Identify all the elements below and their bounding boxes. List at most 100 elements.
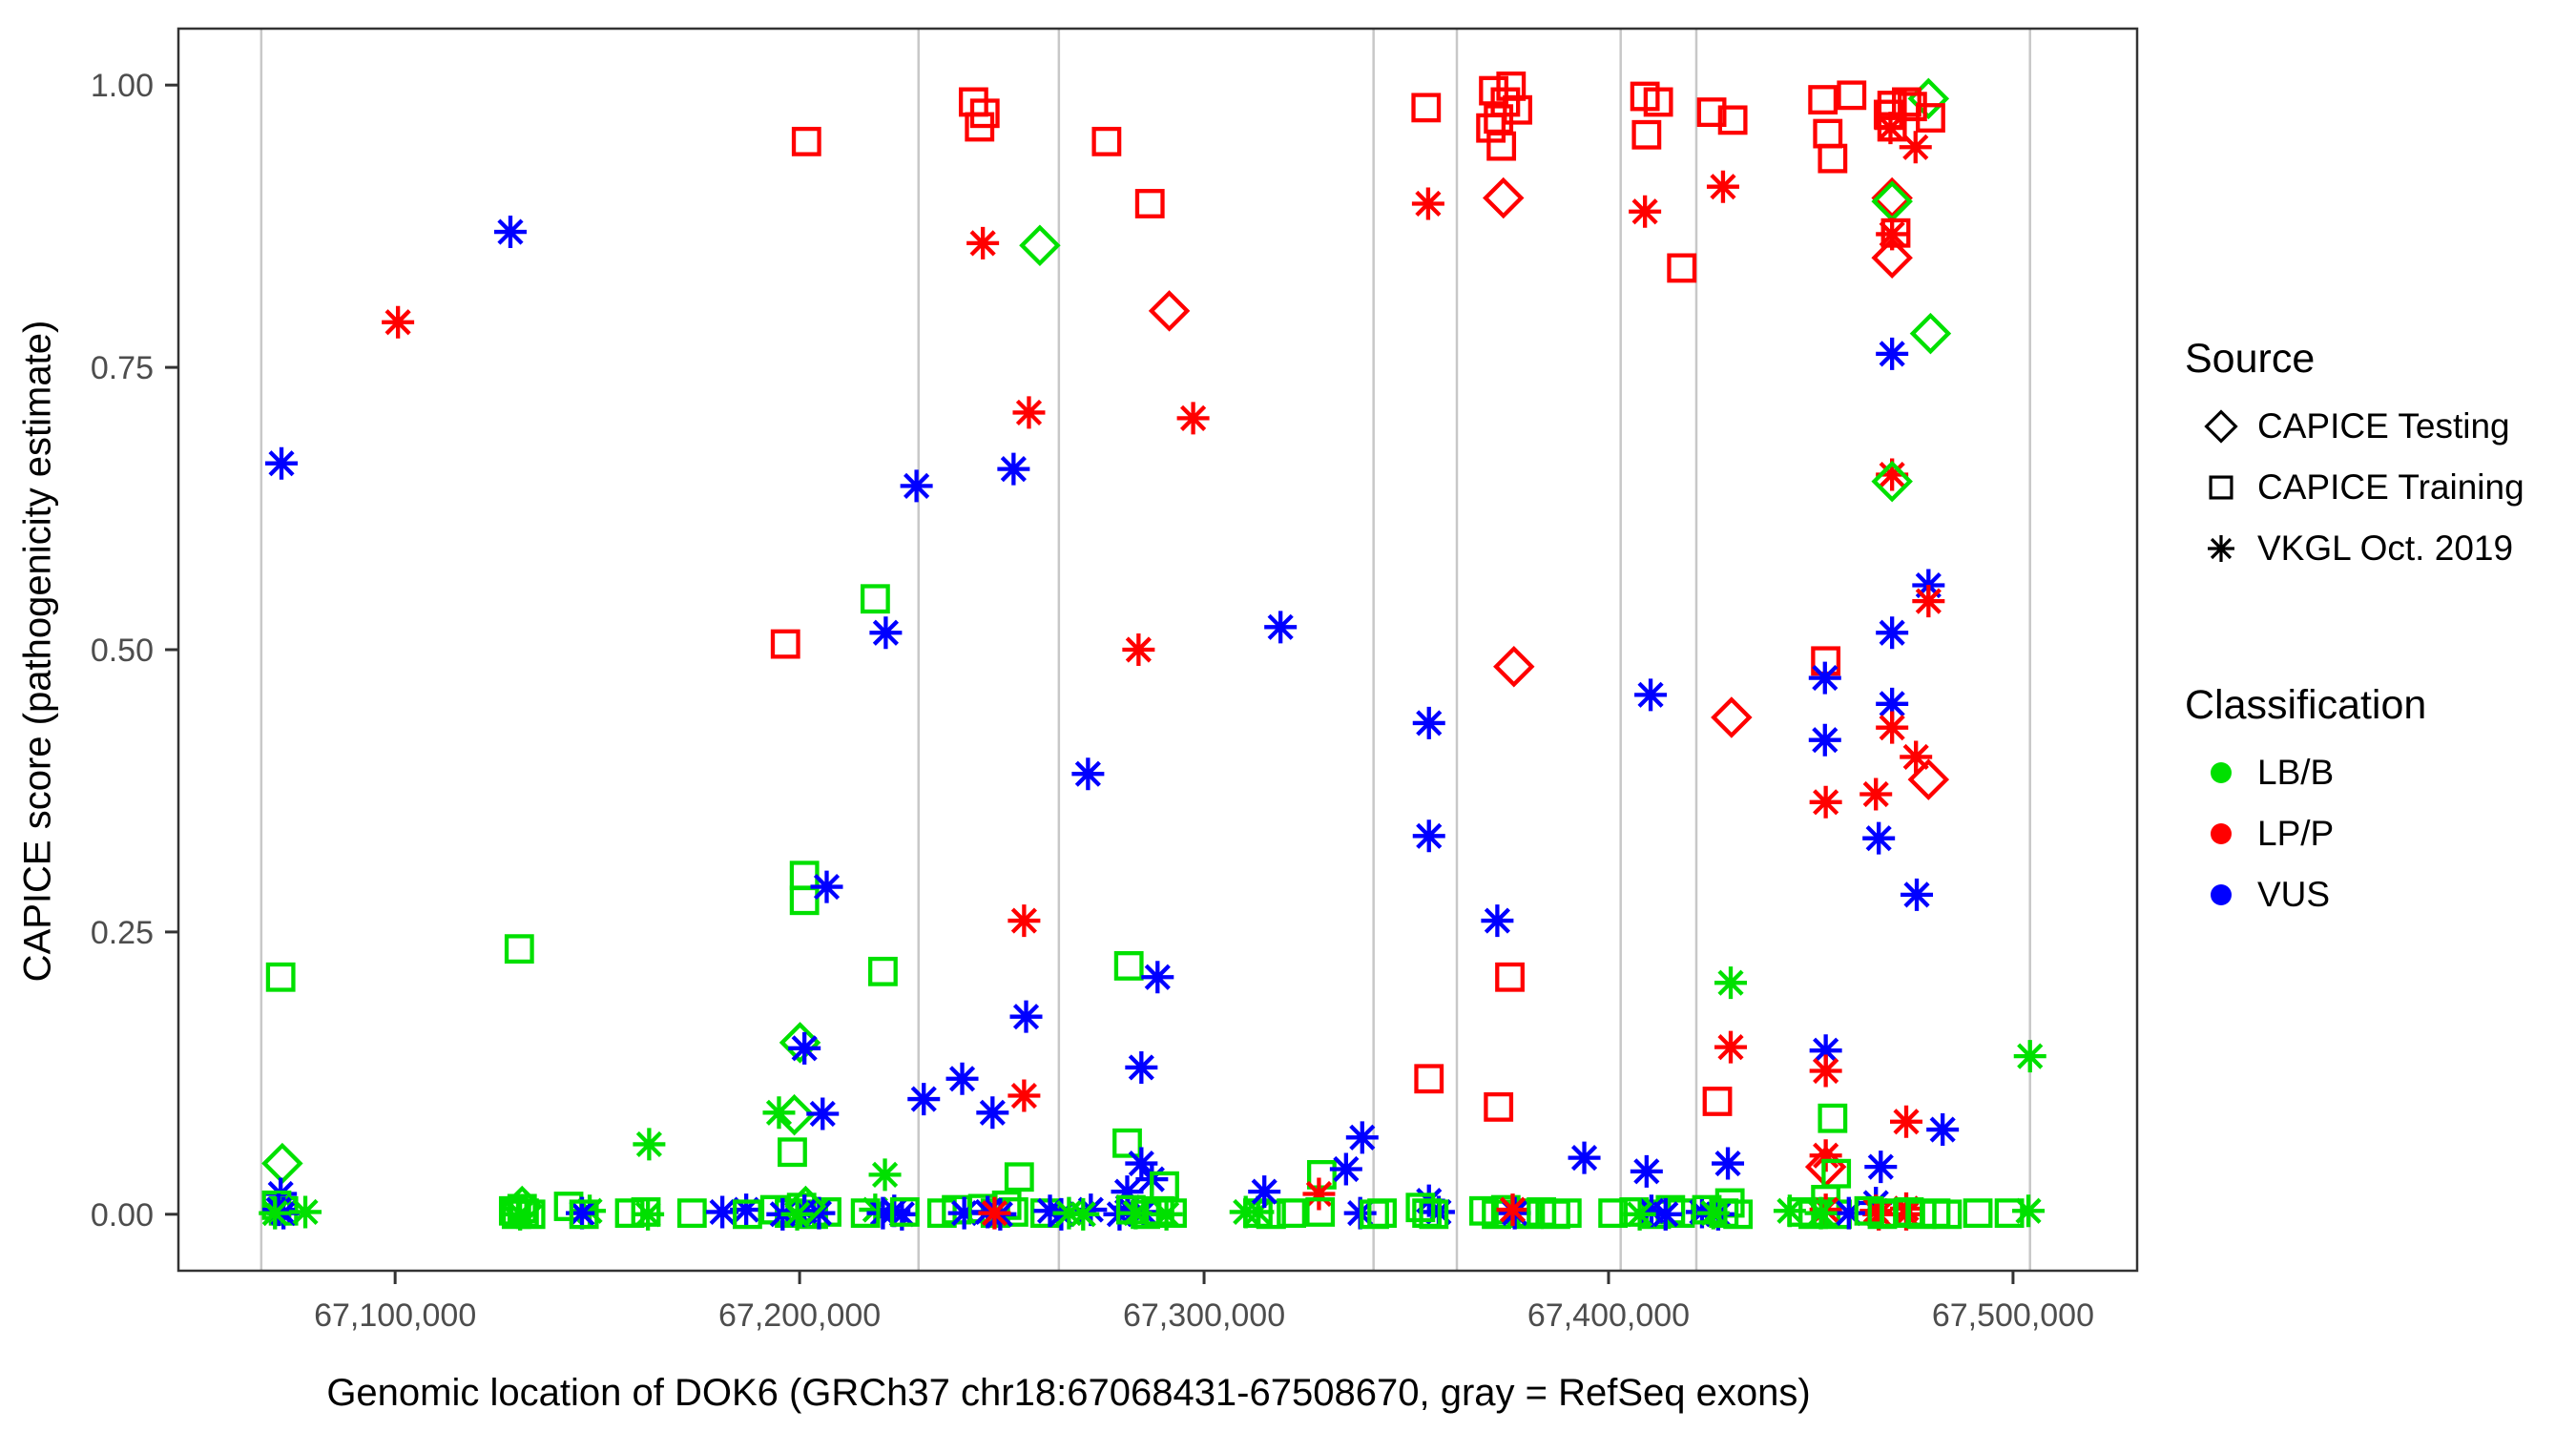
data-point-square <box>1717 105 1748 135</box>
data-point-square <box>789 861 820 891</box>
data-point-square <box>1004 1162 1034 1192</box>
data-point-asterisk <box>1412 706 1445 739</box>
data-point-square <box>1486 131 1517 161</box>
data-point-asterisk <box>1248 1175 1281 1209</box>
data-point-asterisk <box>1141 961 1174 994</box>
data-point-square <box>1916 103 1945 133</box>
data-point-asterisk <box>1808 723 1841 757</box>
square-icon <box>2209 475 2233 500</box>
data-point-asterisk <box>1623 1197 1656 1231</box>
data-point-square <box>1305 1197 1336 1227</box>
data-point-asterisk <box>382 305 415 339</box>
data-point-square <box>1994 1198 2025 1229</box>
data-point-asterisk <box>706 1195 739 1229</box>
data-point-asterisk <box>966 226 1000 259</box>
data-point-square <box>1411 93 1442 123</box>
data-point-square <box>889 1197 920 1227</box>
data-point-square <box>1113 951 1144 981</box>
data-point-diamond <box>1909 312 1952 355</box>
y-axis-title: CAPICE score (pathogenicity estimate) <box>16 320 59 983</box>
data-point-asterisk <box>1876 711 1909 744</box>
data-point-square <box>1818 143 1848 174</box>
legend-item-source-0: CAPICE Testing <box>2185 396 2566 457</box>
data-point-asterisk <box>1176 402 1210 435</box>
data-point-asterisk <box>1649 1197 1682 1231</box>
data-point-asterisk <box>1926 1113 1960 1147</box>
data-point-asterisk <box>1809 1054 1842 1088</box>
data-point-asterisk <box>1862 1197 1896 1231</box>
data-point-asterisk <box>1714 1030 1748 1064</box>
data-point-asterisk <box>573 1194 607 1228</box>
data-point-asterisk <box>1862 821 1896 855</box>
data-point-square <box>1702 1087 1733 1116</box>
x-axis-tick-label: 67,100,000 <box>314 1297 476 1334</box>
data-point-asterisk <box>1122 633 1155 666</box>
data-point-square <box>868 956 898 986</box>
data-point-asterisk <box>1496 1193 1529 1227</box>
legend: Source CAPICE Testing CAPICE Training VKGL… <box>2185 336 2566 925</box>
data-point-asterisk <box>632 1197 665 1231</box>
data-point-asterisk <box>1809 1139 1842 1172</box>
data-point-asterisk <box>810 870 843 903</box>
data-point-square <box>860 584 890 614</box>
legend-item-source-2: VKGL Oct. 2019 <box>2185 518 2566 579</box>
color-dot-icon <box>2211 823 2232 844</box>
data-point-diamond <box>1871 176 1913 219</box>
legend-glyph-shape <box>2208 535 2234 562</box>
data-point-diamond <box>779 1022 821 1064</box>
data-point-asterisk <box>1890 1105 1922 1138</box>
data-point-asterisk <box>1119 1196 1153 1230</box>
data-point-asterisk <box>1071 757 1105 791</box>
data-point-asterisk <box>1706 170 1739 203</box>
data-point-asterisk <box>868 1158 902 1192</box>
legend-glyph-shape <box>2209 475 2233 500</box>
data-point-square <box>1484 1091 1514 1122</box>
data-point-asterisk <box>1012 396 1046 429</box>
data-point-square <box>1963 1198 1993 1229</box>
data-point-square <box>1813 118 1843 149</box>
data-point-asterisk <box>1900 740 1933 774</box>
legend-item-label: VUS <box>2257 875 2331 914</box>
data-point-asterisk <box>730 1193 763 1227</box>
data-point-asterisk <box>997 452 1030 486</box>
data-point-asterisk <box>1125 1147 1158 1180</box>
data-point-square <box>732 1199 762 1230</box>
data-point-square <box>504 934 534 964</box>
data-point-square <box>1112 1128 1142 1158</box>
diamond-icon <box>2204 409 2238 444</box>
legend-item-label: LB/B <box>2257 753 2335 792</box>
data-point-square <box>1643 87 1673 117</box>
data-point-asterisk <box>259 1196 292 1230</box>
data-point-asterisk <box>1568 1141 1601 1174</box>
data-point-asterisk <box>885 1197 919 1231</box>
data-point-square <box>789 885 820 916</box>
data-point-asterisk <box>1329 1152 1362 1186</box>
data-point-asterisk <box>1481 904 1514 938</box>
data-point-asterisk <box>947 1196 981 1230</box>
data-point-diamond <box>1483 176 1525 219</box>
data-point-asterisk <box>1804 1196 1838 1230</box>
data-point-square <box>1476 113 1506 143</box>
data-point-square <box>1414 1064 1444 1094</box>
data-point-diamond <box>773 1093 816 1136</box>
data-point-asterisk <box>1876 616 1909 650</box>
data-point-asterisk <box>1264 611 1298 644</box>
data-point-square <box>1818 1103 1848 1133</box>
data-point-diamond <box>1871 237 1913 280</box>
data-point-diamond <box>1148 290 1191 332</box>
legend-item-label: VKGL Oct. 2019 <box>2257 529 2514 568</box>
data-point-asterisk <box>869 616 903 650</box>
data-point-square <box>1503 94 1533 125</box>
data-point-asterisk <box>1634 678 1668 712</box>
data-point-asterisk <box>1901 878 1934 911</box>
data-point-asterisk <box>788 1194 821 1228</box>
data-point-asterisk <box>1345 1121 1379 1154</box>
data-point-asterisk <box>504 1197 537 1231</box>
data-point-square <box>1631 119 1662 150</box>
data-point-asterisk <box>633 1128 666 1161</box>
data-point-asterisk <box>1876 337 1909 370</box>
data-point-asterisk <box>1912 585 1945 618</box>
data-point-square <box>778 1137 807 1168</box>
